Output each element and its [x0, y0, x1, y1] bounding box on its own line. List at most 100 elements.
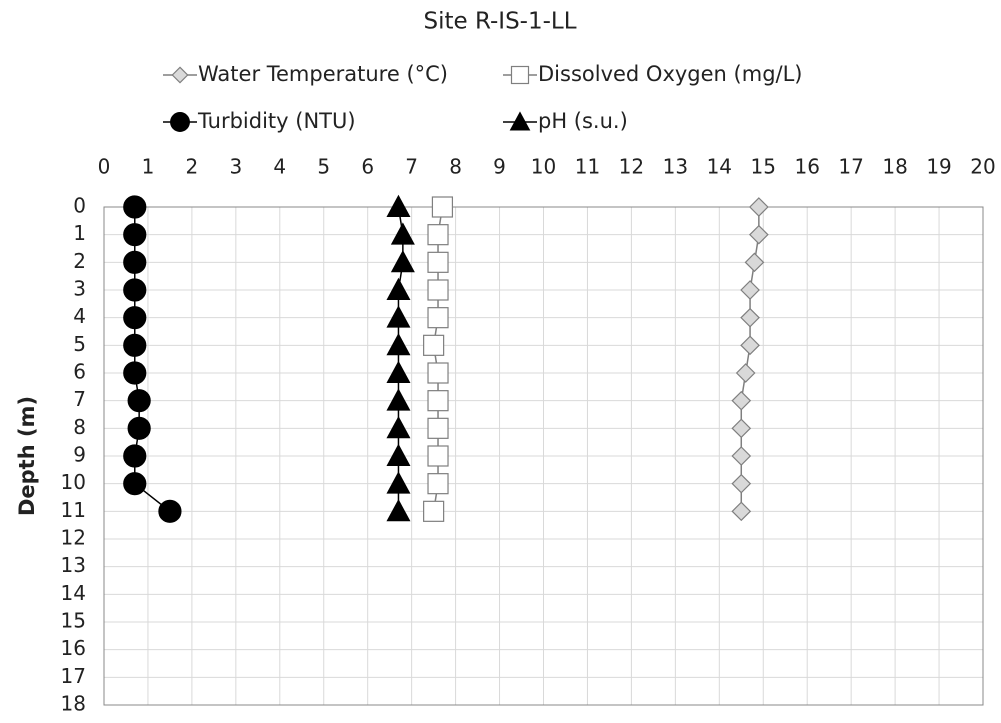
data-point: [390, 222, 415, 245]
data-point: [386, 388, 411, 411]
y-tick-label: 16: [61, 636, 86, 660]
data-point: [158, 499, 182, 523]
y-tick-label: 6: [73, 360, 86, 384]
data-point: [731, 418, 752, 439]
data-point: [740, 280, 760, 300]
x-tick-label: 17: [838, 155, 863, 179]
y-tick-label: 11: [61, 498, 86, 522]
data-point: [123, 472, 147, 496]
data-point: [427, 390, 449, 412]
data-point: [386, 333, 411, 356]
legend-marker: [170, 112, 190, 132]
data-point: [749, 224, 769, 245]
y-tick-label: 8: [73, 415, 86, 439]
x-tick-label: 8: [449, 155, 462, 179]
x-tick-label: 13: [663, 155, 688, 179]
y-tick-label: 18: [61, 692, 86, 716]
series-line: [740, 207, 760, 512]
y-tick-label: 9: [73, 443, 86, 467]
x-tick-label: 3: [229, 155, 242, 179]
y-tick-label: 15: [61, 609, 86, 633]
data-point: [386, 499, 411, 522]
legend-label: Turbidity (NTU): [197, 109, 356, 133]
data-point: [740, 307, 760, 328]
data-point: [123, 195, 147, 219]
x-tick-label: 9: [493, 155, 506, 179]
data-point: [127, 389, 151, 413]
data-point: [123, 444, 147, 468]
data-point: [386, 277, 411, 300]
y-tick-label: 1: [73, 221, 86, 245]
data-point: [123, 306, 147, 330]
data-point: [123, 250, 147, 274]
data-point: [731, 473, 752, 494]
x-tick-label: 6: [361, 155, 374, 179]
x-tick-label: 10: [531, 155, 556, 179]
y-tick-label: 2: [73, 249, 86, 273]
data-point: [431, 196, 454, 218]
legend-label: Dissolved Oxygen (mg/L): [538, 62, 803, 86]
y-tick-label: 0: [73, 194, 86, 218]
data-point: [386, 471, 411, 494]
y-tick-label: 4: [73, 304, 86, 328]
x-tick-label: 4: [273, 155, 286, 179]
x-tick-label: 14: [707, 155, 732, 179]
data-point: [386, 416, 411, 439]
y-tick-label: 12: [61, 526, 86, 550]
x-tick-label: 7: [405, 155, 418, 179]
data-point: [731, 501, 752, 522]
x-tick-label: 18: [882, 155, 907, 179]
x-tick-label: 5: [317, 155, 330, 179]
legend-label: pH (s.u.): [538, 109, 628, 133]
data-point: [744, 252, 765, 273]
data-point: [427, 224, 449, 246]
data-point: [386, 443, 411, 466]
y-tick-label: 14: [61, 581, 86, 605]
legend-marker: [171, 66, 189, 84]
y-tick-label: 10: [61, 470, 86, 494]
y-tick-label: 5: [73, 332, 86, 356]
data-point: [423, 334, 445, 356]
y-tick-label: 13: [61, 553, 86, 577]
x-tick-label: 11: [575, 155, 600, 179]
x-tick-label: 0: [98, 155, 111, 179]
x-tick-label: 20: [970, 155, 995, 179]
data-point: [386, 194, 411, 217]
data-point: [427, 251, 449, 273]
data-point: [427, 473, 449, 495]
data-point: [427, 307, 449, 329]
data-point: [731, 446, 752, 466]
x-tick-label: 2: [186, 155, 199, 179]
y-axis-label: Depth (m): [15, 396, 39, 516]
data-point: [423, 500, 445, 522]
data-point: [427, 417, 449, 439]
data-point: [386, 360, 411, 383]
data-point: [123, 223, 147, 247]
plot-border: [103, 206, 984, 706]
y-tick-label: 7: [73, 387, 86, 411]
y-tick-label: 17: [61, 664, 86, 688]
data-point: [386, 305, 411, 328]
data-point: [123, 361, 147, 385]
x-tick-label: 1: [142, 155, 155, 179]
legend-marker: [509, 111, 531, 131]
x-tick-label: 12: [619, 155, 644, 179]
data-point: [740, 335, 760, 356]
x-tick-label: 15: [751, 155, 776, 179]
chart-title: Site R-IS-1-LL: [423, 9, 576, 35]
data-point: [731, 390, 752, 411]
data-point: [427, 279, 449, 301]
data-point: [427, 362, 449, 384]
data-point: [749, 197, 769, 217]
data-point: [127, 416, 151, 440]
y-tick-label: 3: [73, 277, 86, 301]
x-tick-label: 16: [794, 155, 819, 179]
data-point: [123, 278, 147, 302]
legend-label: Water Temperature (°C): [198, 62, 448, 86]
data-point: [123, 333, 147, 357]
data-point: [390, 250, 415, 273]
data-point: [427, 445, 449, 467]
data-point: [735, 363, 756, 383]
legend-marker: [510, 65, 530, 85]
